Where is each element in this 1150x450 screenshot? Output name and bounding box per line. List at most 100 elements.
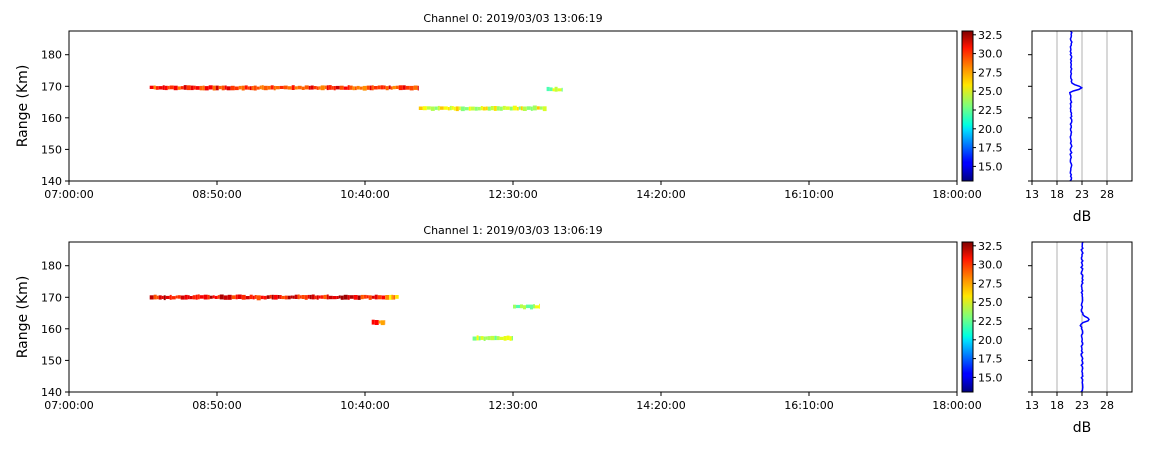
echo-band-cell <box>318 86 321 90</box>
x-tick-6: 18:00:00 <box>932 392 982 412</box>
y-tick-label: 180 <box>41 49 62 62</box>
cbar-tick-label: 25.0 <box>978 85 1003 98</box>
echo-band-cell <box>520 304 523 309</box>
db-tick-label: 18 <box>1050 399 1064 412</box>
cbar-tick-15: 15.0 <box>973 160 1003 173</box>
echo-band-cell <box>493 106 497 111</box>
echo-band-cell <box>434 106 438 110</box>
echo-band-cell <box>335 85 340 90</box>
echo-band-cell <box>313 86 317 90</box>
echo-band-cell <box>480 106 483 111</box>
cbar-tick-label: 27.5 <box>978 66 1003 79</box>
y-tick-label: 140 <box>41 175 62 188</box>
y-tick-170: 170 <box>41 80 69 93</box>
channel-0-heatmap: 07:00:00 08:50:00 10:40:00 12:30:00 14:2… <box>41 30 982 201</box>
echo-band-cell <box>189 296 193 300</box>
echo-band-cell <box>409 85 414 91</box>
echo-band-cell <box>180 295 185 300</box>
echo-band-cell <box>158 295 162 300</box>
echo-band-cell <box>530 106 533 111</box>
channel-1-colorbar: 15.0 17.5 20.0 22.5 25.0 27.5 30.0 32.5 <box>961 240 1003 393</box>
y-tick-150: 150 <box>41 354 69 367</box>
channel-0-profile-line <box>1068 30 1084 182</box>
echo-band-cell <box>480 336 484 340</box>
echo-band-cell <box>234 86 239 91</box>
echo-band-cell <box>516 106 519 111</box>
channel-0-y-axis: 140 150 160 170 180 <box>41 49 69 188</box>
echo-band-cell <box>212 295 215 299</box>
echo-band-cell <box>260 295 264 300</box>
echo-band-cell <box>516 304 520 309</box>
echo-band-cell <box>443 106 448 110</box>
echo-band-cell <box>477 106 481 111</box>
cbar-tick-20: 20.0 <box>973 123 1003 136</box>
cbar-tick-25: 25.0 <box>973 296 1003 309</box>
cbar-tick-label: 22.5 <box>978 104 1003 117</box>
cbar-tick-label: 20.0 <box>978 123 1003 136</box>
y-tick-label: 160 <box>41 323 62 336</box>
echo-band-cell <box>395 295 399 299</box>
echo-band-cell <box>158 86 163 90</box>
echo-band-cell <box>218 85 222 90</box>
echo-band-cell <box>490 106 494 111</box>
cbar-tick-27.5: 27.5 <box>973 277 1003 290</box>
y-tick-label: 170 <box>41 291 62 304</box>
echo-band-cell <box>292 295 295 299</box>
echo-band-cell <box>245 296 250 300</box>
echo-band-cell <box>485 106 488 111</box>
y-tick-150: 150 <box>41 143 69 156</box>
db-tick-28: 28 <box>1100 181 1114 201</box>
x-tick-4: 14:20:00 <box>636 392 686 412</box>
echo-band-cell <box>393 295 396 300</box>
echo-band-cell <box>388 85 391 90</box>
echo-band-cell <box>513 304 516 309</box>
echo-band-cell <box>485 336 488 340</box>
echo-band-cell <box>362 85 367 91</box>
echo-band-cell <box>343 294 348 300</box>
cbar-tick-22.5: 22.5 <box>973 315 1003 328</box>
echo-band-cell <box>392 85 396 90</box>
channel-1-ylabel: Range (Km) <box>15 276 31 359</box>
echo-band-cell <box>336 296 339 299</box>
cbar-tick-label: 17.5 <box>978 353 1003 366</box>
echo-band-cell <box>561 87 563 92</box>
channel-1-heatmap: 07:00:00 08:50:00 10:40:00 12:30:00 14:2… <box>41 241 982 412</box>
echo-band-cell <box>505 106 510 110</box>
echo-band-cell <box>533 304 535 309</box>
echo-band-cell <box>284 295 288 300</box>
echo-band-cell <box>253 85 257 91</box>
echo-band-cell <box>195 86 200 90</box>
echo-band-cell <box>356 85 360 90</box>
echo-band-cell <box>149 295 154 300</box>
echo-band-cell <box>366 85 370 90</box>
echo-band-cell <box>381 295 386 300</box>
echo-band-cell <box>209 295 213 299</box>
cbar-tick-label: 27.5 <box>978 277 1003 290</box>
echo-band-cell <box>301 86 305 90</box>
echo-band-cell <box>496 336 500 341</box>
echo-band-cell <box>197 294 200 300</box>
echo-band-cell <box>363 294 367 299</box>
echo-band-cell <box>177 295 181 299</box>
echo-band-cell <box>184 294 188 300</box>
channel-1-x-axis: 07:00:00 08:50:00 10:40:00 12:30:00 14:2… <box>44 392 982 412</box>
echo-band-cell <box>294 294 298 299</box>
echo-band-cell <box>238 85 242 90</box>
echo-band-cell <box>171 296 176 300</box>
echo-band-cell <box>208 85 213 90</box>
colorbar-frame <box>961 30 974 182</box>
echo-band-cell <box>263 295 267 300</box>
echo-band-cell <box>202 85 205 91</box>
echo-band-cell <box>482 106 486 111</box>
echo-band-cell <box>369 85 372 91</box>
echo-band-cell <box>418 106 423 110</box>
echo-band-cell <box>460 106 465 112</box>
echo-band-cell <box>353 295 358 300</box>
echo-band-cell <box>557 88 562 92</box>
echo-band-cell <box>530 304 533 310</box>
db-tick-label: 23 <box>1075 399 1089 412</box>
db-tick-label: 28 <box>1100 188 1114 201</box>
echo-band-cell <box>402 85 406 90</box>
x-tick-label: 08:50:00 <box>192 188 241 201</box>
echo-band-cell <box>270 85 274 90</box>
